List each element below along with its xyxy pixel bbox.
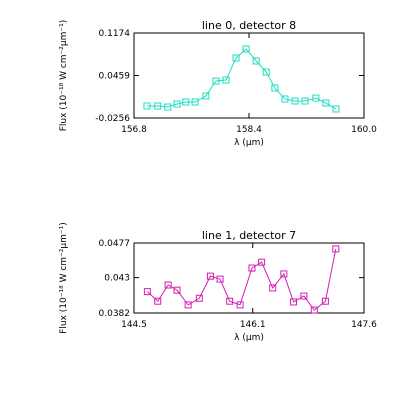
data-marker <box>280 270 288 278</box>
data-marker <box>143 102 151 110</box>
data-marker <box>173 286 181 294</box>
data-line <box>146 48 337 110</box>
chart-title: line 1, detector 7 <box>202 229 296 242</box>
data-marker <box>222 76 230 84</box>
y-axis-label: Flux (10⁻¹⁸ W cm⁻²μm⁻¹) <box>59 20 69 132</box>
data-marker <box>310 306 318 314</box>
x-tick-label: 144.5 <box>121 320 147 330</box>
data-marker <box>226 297 234 305</box>
chart-title: line 0, detector 8 <box>202 19 296 32</box>
x-tick-label: 147.6 <box>351 320 377 330</box>
y-tick-label: 0.0459 <box>99 72 131 82</box>
data-marker <box>291 97 299 105</box>
data-marker <box>271 84 279 92</box>
data-marker <box>258 258 266 266</box>
x-tick-label: 160.0 <box>351 125 377 135</box>
data-marker <box>202 92 210 100</box>
x-tick-label: 158.4 <box>236 125 262 135</box>
data-marker <box>321 297 329 305</box>
data-marker <box>281 95 289 103</box>
data-marker <box>290 298 298 306</box>
data-marker <box>154 297 162 305</box>
data-marker <box>173 100 181 108</box>
y-axis-label: Flux (10⁻¹⁸ W cm⁻²μm⁻¹) <box>59 222 69 334</box>
data-marker <box>322 99 330 107</box>
x-tick-label: 156.8 <box>121 125 147 135</box>
data-marker <box>248 264 256 272</box>
data-marker <box>191 98 199 106</box>
data-marker <box>216 275 224 283</box>
data-marker <box>236 301 244 309</box>
data-line <box>147 248 337 311</box>
data-marker <box>206 272 214 280</box>
data-marker <box>182 98 190 106</box>
data-marker <box>252 57 260 65</box>
data-marker <box>154 102 162 110</box>
data-marker <box>262 68 270 76</box>
data-marker <box>143 288 151 296</box>
data-marker <box>332 105 340 113</box>
data-marker <box>164 103 172 111</box>
x-axis-label: λ (μm) <box>234 333 264 343</box>
data-marker <box>300 292 308 300</box>
y-tick-label: 0.1174 <box>99 29 131 39</box>
data-marker <box>301 97 309 105</box>
y-tick-label: -0.0256 <box>95 114 130 124</box>
y-tick-label: 0.043 <box>104 274 130 284</box>
data-marker <box>269 284 277 292</box>
data-marker <box>332 245 340 253</box>
data-marker <box>164 281 172 289</box>
data-marker <box>212 77 220 85</box>
y-tick-label: 0.0382 <box>99 309 131 319</box>
data-marker <box>242 45 250 53</box>
x-tick-label: 146.1 <box>240 320 266 330</box>
y-tick-label: 0.0477 <box>99 239 131 249</box>
data-marker <box>312 94 320 102</box>
data-marker <box>184 301 192 309</box>
data-marker <box>232 54 240 62</box>
data-marker <box>195 294 203 302</box>
x-axis-label: λ (μm) <box>234 138 264 148</box>
